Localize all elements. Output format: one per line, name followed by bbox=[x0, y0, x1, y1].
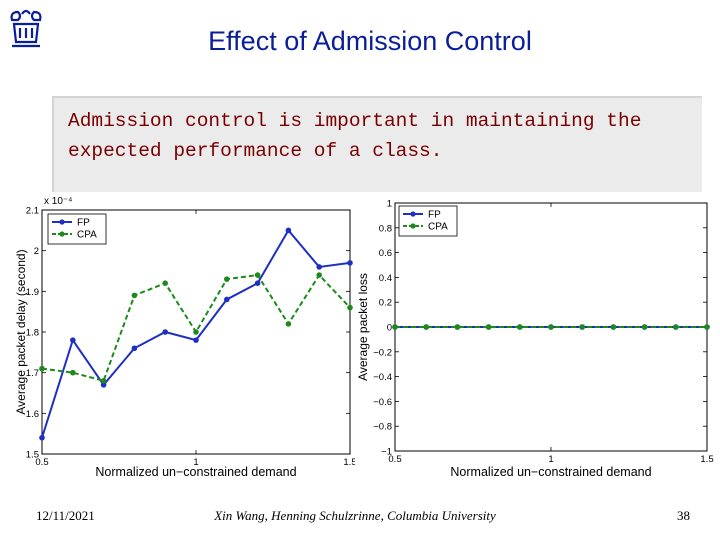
data-point-cpa bbox=[70, 369, 76, 376]
slide-title: Effect of Admission Control bbox=[208, 26, 532, 56]
x-tick-label: 1.5 bbox=[343, 457, 356, 468]
data-point-cpa bbox=[641, 324, 648, 330]
y-tick-label: 1.7 bbox=[26, 368, 39, 379]
data-point-cpa bbox=[579, 324, 585, 330]
y-tick-label: −0.8 bbox=[373, 422, 392, 433]
x-tick-label: 1 bbox=[548, 454, 553, 465]
data-point-cpa bbox=[548, 324, 554, 330]
y-tick-label: 2 bbox=[34, 246, 39, 257]
exponent-label: x 10⁻⁴ bbox=[44, 196, 72, 207]
body-line-1: Admission control is important in mainta… bbox=[68, 110, 642, 132]
x-axis-label: Normalized un−constrained demand bbox=[450, 465, 651, 479]
y-axis-label: Average packet loss bbox=[356, 273, 370, 381]
legend-label-cpa: CPA bbox=[428, 222, 448, 233]
data-point-fp bbox=[193, 337, 199, 343]
x-tick-label: 0.5 bbox=[388, 454, 401, 465]
delay-chart: 1.5 1.6 1.7 1.8 1.9 2 2.1 0.5 1 1.5 x 10⁻⁴ Avera… bbox=[0, 192, 360, 492]
y-tick-label: −1 bbox=[381, 447, 392, 458]
data-point-cpa bbox=[285, 321, 292, 327]
y-tick-label: 0.4 bbox=[379, 273, 392, 284]
legend-marker-cpa bbox=[59, 231, 65, 237]
data-point-cpa bbox=[100, 378, 107, 384]
data-point-cpa bbox=[254, 272, 261, 278]
body-text: Admission control is important in mainta… bbox=[68, 106, 688, 166]
loss-chart: −1 −0.8 −0.6 −0.4 −0.2 0 0.2 0.4 0.6 0.8 1 0.5 1 1.5… bbox=[355, 192, 715, 492]
y-tick-label: −0.6 bbox=[373, 397, 392, 408]
legend-label-fp: FP bbox=[428, 210, 441, 221]
y-tick-label: −0.2 bbox=[373, 347, 392, 358]
data-point-cpa bbox=[454, 324, 461, 330]
y-tick-label: 1.6 bbox=[26, 409, 39, 420]
columbia-crown-logo-icon bbox=[10, 9, 42, 48]
y-tick-label: 0 bbox=[387, 323, 392, 334]
data-point-fp bbox=[131, 345, 138, 352]
x-tick-label: 0.5 bbox=[35, 457, 48, 468]
y-axis-label: Average packet delay (second) bbox=[14, 249, 28, 414]
data-point-fp bbox=[70, 337, 76, 343]
data-point-cpa bbox=[193, 329, 199, 335]
footer-author: Xin Wang, Henning Schulzrinne, Columbia … bbox=[214, 508, 496, 523]
y-tick-label: 2.1 bbox=[26, 206, 39, 217]
legend-marker-fp bbox=[59, 219, 65, 225]
data-point-fp bbox=[39, 434, 45, 441]
data-point-fp bbox=[316, 264, 323, 270]
y-tick-label: 1.8 bbox=[26, 328, 39, 339]
page-number: 38 bbox=[677, 508, 690, 523]
legend-label-cpa: CPA bbox=[77, 230, 97, 241]
body-line-2: expected performance of a class. bbox=[68, 140, 443, 162]
y-tick-label: 0.8 bbox=[379, 223, 392, 234]
data-point-cpa bbox=[392, 324, 398, 330]
data-point-fp bbox=[162, 329, 168, 335]
data-point-cpa bbox=[517, 324, 523, 330]
data-point-cpa bbox=[610, 324, 617, 330]
y-tick-label: 0.6 bbox=[379, 248, 392, 259]
data-point-cpa bbox=[347, 304, 353, 311]
y-tick-label: 1.5 bbox=[26, 450, 39, 461]
data-point-cpa bbox=[131, 292, 138, 299]
legend-marker-fp bbox=[410, 211, 416, 217]
data-point-fp bbox=[254, 280, 261, 286]
data-point-cpa bbox=[224, 276, 230, 282]
y-tick-label: −0.4 bbox=[373, 372, 392, 383]
data-point-cpa bbox=[673, 324, 679, 330]
data-point-cpa bbox=[39, 365, 45, 372]
data-point-cpa bbox=[485, 324, 492, 330]
data-point-fp bbox=[224, 296, 230, 303]
data-point-fp bbox=[285, 227, 292, 234]
y-tick-label: 1.9 bbox=[26, 287, 39, 298]
data-point-cpa bbox=[423, 324, 429, 330]
y-tick-label: 1 bbox=[387, 199, 392, 210]
x-axis-label: Normalized un−constrained demand bbox=[95, 465, 296, 479]
data-point-fp bbox=[347, 260, 353, 266]
footer-date: 12/11/2021 bbox=[36, 508, 95, 523]
data-point-cpa bbox=[162, 280, 168, 286]
text-panel bbox=[52, 96, 702, 194]
y-tick-label: 0.2 bbox=[379, 298, 392, 309]
x-tick-label: 1 bbox=[193, 457, 198, 468]
data-point-cpa bbox=[316, 272, 323, 278]
legend-box bbox=[47, 213, 107, 245]
data-point-cpa bbox=[704, 324, 710, 330]
legend-marker-cpa bbox=[410, 223, 416, 229]
legend-box bbox=[398, 205, 458, 237]
legend-label-fp: FP bbox=[77, 218, 90, 229]
data-point-fp bbox=[100, 382, 107, 388]
x-tick-label: 1.5 bbox=[700, 454, 713, 465]
chart-background bbox=[355, 192, 715, 492]
